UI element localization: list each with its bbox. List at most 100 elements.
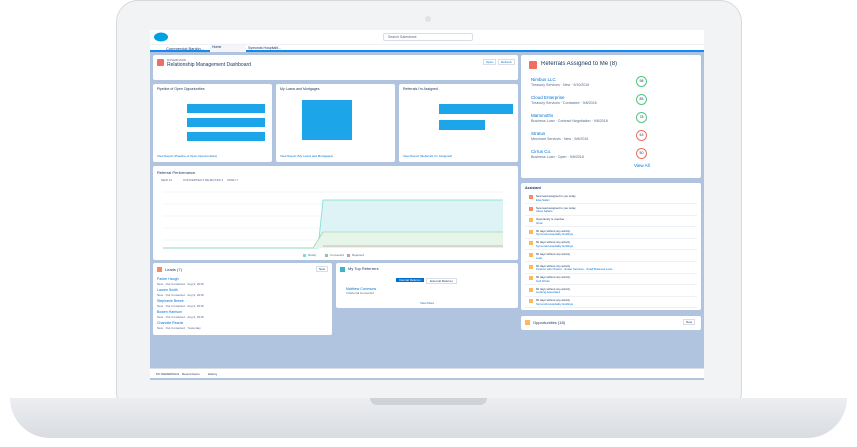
chart-bar — [187, 132, 265, 141]
nav-bar: Commercial Bankin... Home Symonds Hospit… — [150, 44, 704, 52]
stat: REJECTED 3 — [205, 178, 224, 182]
search-box[interactable]: Search Salesforce — [383, 33, 473, 41]
lead-detail: New · Not Contacted · Aug 9, 2018 — [157, 292, 204, 297]
referral-name[interactable]: Cloud Enterprise — [531, 95, 565, 100]
chart-bar — [439, 104, 513, 114]
open-button[interactable]: Open — [483, 59, 497, 65]
assistant-icon — [529, 195, 533, 199]
card-title: My Top Referrers — [348, 266, 379, 271]
assistant-text: New lead assigned to you today — [536, 205, 576, 210]
assistant-text: 60 days without any activity — [536, 228, 571, 233]
assistant-text: 60 days without any activity — [536, 240, 571, 245]
referral-score: 50 — [636, 148, 647, 159]
lead-name[interactable]: Stephanie Brewe — [157, 299, 184, 303]
referral-score: 53 — [636, 130, 647, 141]
utility-bar: MY REFERRALS Recent Items History — [150, 368, 704, 378]
row-divider — [525, 226, 697, 228]
referrer-name[interactable]: Matthew Commons — [346, 287, 377, 291]
row-divider — [525, 295, 697, 297]
referral-name[interactable]: Mammoths — [531, 113, 554, 118]
assistant-link[interactable]: Grow — [536, 220, 543, 225]
assistant-link[interactable]: Elsa Safari — [536, 197, 550, 202]
legend-swatch — [347, 254, 350, 257]
legend-label: Rejected — [352, 253, 364, 257]
chart-bar — [187, 104, 265, 113]
assistant-text: 60 days without any activity — [536, 263, 571, 268]
app-name: Commercial Bankin... — [166, 46, 205, 51]
assistant-link[interactable]: Symonds Hospitality Holdings — [536, 232, 573, 237]
lead-detail: New · Not Contacted · Aug 9, 2018 — [157, 314, 204, 319]
referral-performance: Referral Performance NEW 12 CONVERTED 5 RE… — [153, 166, 518, 260]
card-title: Leads (7) — [165, 267, 182, 272]
utility-item[interactable]: MY REFERRALS — [156, 372, 180, 376]
assistant-link[interactable]: Symonds Hospitality Holdings — [536, 301, 573, 306]
referral-name[interactable]: Nimbus LLC — [531, 77, 556, 82]
lead-name[interactable]: Lauren Smith — [157, 288, 178, 292]
assistant-link[interactable]: Lending Associates — [536, 290, 561, 295]
utility-item[interactable]: History — [208, 372, 218, 376]
assistant-icon — [529, 229, 533, 234]
view-more[interactable]: View More — [420, 301, 435, 305]
nav-tab[interactable]: Home — [210, 45, 246, 52]
dashboard-icon — [157, 59, 164, 66]
assistant-icon — [529, 218, 533, 223]
legend-label: Newly — [308, 253, 317, 257]
assistant-icon — [529, 287, 533, 292]
referral-name[interactable]: Stratus — [531, 131, 546, 136]
assistant-text: 60 days without any activity — [536, 252, 571, 256]
report-link[interactable]: View Report (Pipeline of Open Opportunit… — [157, 154, 217, 158]
report-link[interactable]: View Report (My Loans and Mortgages) — [280, 154, 333, 158]
referral-detail: Business Loan · Contract Negotiation · 9… — [531, 119, 608, 123]
card-title: Pipeline of Open Opportunities — [157, 87, 205, 91]
assistant-text: 60 days without any activity — [536, 298, 571, 303]
assistant-icon — [529, 264, 533, 269]
camera — [425, 16, 431, 22]
lead-name[interactable]: Bowen Harrison — [157, 310, 182, 314]
lead-name[interactable]: Charlotte Reards — [157, 321, 184, 325]
referrer-tab[interactable]: External Referrer — [426, 278, 457, 284]
referrer-tab[interactable]: Internal Referrer — [396, 278, 424, 282]
laptop-notch — [370, 398, 487, 405]
assistant-icon — [529, 206, 533, 211]
referral-detail: Business Loan · Open · 9/8/2018 — [531, 155, 584, 159]
assistant-link[interactable]: Alexa Safaris — [536, 209, 553, 214]
lead-detail: New · Not Contacted · Aug 9, 2018 — [157, 303, 204, 308]
assistant-icon — [529, 299, 533, 304]
referrers-icon — [340, 267, 345, 272]
stat: CONVERTED 5 — [183, 178, 205, 182]
assistant-link[interactable]: Loan — [536, 255, 543, 260]
referrals-card: Referrals Assigned to Me (8) View All Ni… — [521, 55, 701, 178]
card-title: Assistant — [525, 186, 541, 190]
assistant-link[interactable]: Symonds Hospitality Holdings — [536, 243, 573, 248]
assistant-link[interactable]: Golf Works — [536, 278, 550, 283]
row-divider — [525, 307, 697, 309]
row-divider — [525, 203, 697, 204]
legend-swatch — [303, 254, 306, 257]
view-all[interactable]: View All — [634, 163, 650, 168]
new-button[interactable]: New — [683, 319, 696, 325]
referral-name[interactable]: Cirrus Co. — [531, 149, 552, 154]
dashboard-title: Relationship Management Dashboard — [167, 62, 251, 68]
chart-bar — [187, 118, 265, 127]
line-chart — [163, 191, 503, 249]
refresh-button[interactable]: Refresh — [498, 59, 515, 65]
leads-icon — [157, 267, 162, 272]
referral-score: 98 — [636, 76, 647, 87]
assistant-link[interactable]: Finance with Charter - Susan Services - … — [536, 267, 613, 272]
assistant-text: 60 days without any activity — [536, 286, 571, 291]
chart-bar — [302, 100, 352, 140]
report-link[interactable]: View Report (Referrals I'm Assigned) — [403, 154, 453, 158]
assistant-icon — [529, 276, 533, 281]
lead-name[interactable]: Parker Haugh — [157, 277, 179, 281]
card-title: Referrals I'm Assigned — [403, 87, 438, 91]
row-divider — [525, 237, 697, 239]
row-divider — [525, 284, 697, 286]
report-card: My Loans and Mortgages View Report (My Lo… — [276, 84, 395, 162]
card-title: Referral Performance — [157, 170, 196, 175]
chart-bar — [439, 120, 485, 130]
new-button[interactable]: New — [316, 266, 329, 272]
nav-tab[interactable]: Symonds Hospitalit... — [248, 46, 281, 50]
referral-detail: Treasury Services · New · 9/10/2018 — [531, 83, 590, 87]
utility-item[interactable]: Recent Items — [182, 372, 200, 376]
